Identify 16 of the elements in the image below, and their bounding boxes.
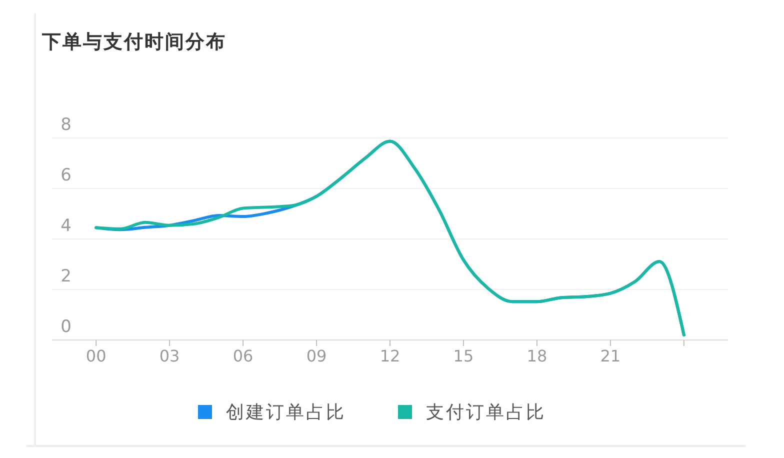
y-tick-label: 4 bbox=[60, 216, 72, 236]
chart-title: 下单与支付时间分布 bbox=[42, 30, 226, 55]
legend-label: 创建订单占比 bbox=[226, 401, 346, 424]
x-tick-label: 21 bbox=[600, 346, 621, 366]
x-tick-label: 00 bbox=[86, 346, 106, 366]
y-tick-label: 6 bbox=[60, 166, 72, 186]
x-tick-label: 15 bbox=[453, 346, 474, 366]
x-tick-label: 12 bbox=[380, 346, 400, 366]
legend-label: 支付订单占比 bbox=[426, 401, 546, 424]
y-tick-label: 0 bbox=[60, 317, 72, 337]
x-tick-label: 06 bbox=[232, 346, 254, 366]
y-tick-label: 2 bbox=[60, 266, 72, 286]
y-tick-label: 8 bbox=[60, 115, 72, 135]
x-tick-label: 09 bbox=[306, 346, 327, 366]
x-tick-label: 18 bbox=[526, 346, 548, 366]
x-tick-label: 03 bbox=[159, 346, 180, 366]
